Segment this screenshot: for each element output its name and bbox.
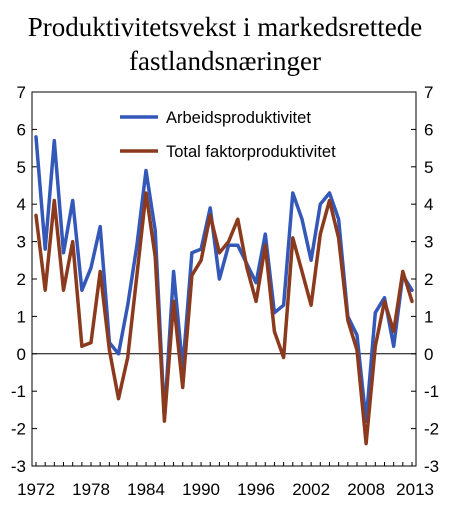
y-tick-label: -1 [424,382,439,401]
legend: Arbeidsproduktivitet Total faktorprodukti… [120,109,336,161]
y-tick-label: 6 [17,120,26,139]
y-tick-label: 7 [424,83,433,102]
y-axis-right: -3 -2 -1 0 1 2 3 4 5 6 7 [411,83,439,476]
y-tick-label: 4 [424,195,433,214]
x-tick-label: 2013 [396,480,434,499]
series-line-1 [34,135,414,423]
y-tick-label: 6 [424,120,433,139]
y-tick-label: 4 [17,195,26,214]
legend-label-1: Arbeidsproduktivitet [166,109,311,127]
legend-label-2: Total faktorproduktivitet [166,143,336,161]
y-tick-label: 2 [424,270,433,289]
x-tick-label: 2002 [292,480,330,499]
y-axis-left: -3 -2 -1 0 1 2 3 4 5 6 7 [11,83,416,476]
y-tick-label: -2 [424,420,439,439]
y-tick-label: 5 [424,158,433,177]
y-tick-label: -1 [11,382,26,401]
y-tick-label: 0 [17,345,26,364]
x-tick-label: 2008 [347,480,385,499]
y-tick-label: 3 [424,233,433,252]
y-tick-label: 5 [17,158,26,177]
y-tick-label: 1 [424,307,433,326]
y-tick-label: -3 [424,457,439,476]
series-line-2 [34,191,414,446]
chart-title: Produktivitetsvekst i markedsrettede fast… [27,12,423,76]
x-tick-label: 1990 [182,480,220,499]
y-tick-label: -3 [11,457,26,476]
y-tick-label: 2 [17,270,26,289]
series-layer [34,135,414,446]
x-tick-label: 1978 [72,480,110,499]
y-tick-label: -2 [11,420,26,439]
x-tick-label: 1972 [17,480,55,499]
y-tick-label: 7 [17,83,26,102]
x-axis: 1972 1978 1984 1990 1996 2002 2008 2013 [17,462,434,499]
y-tick-label: 3 [17,233,26,252]
x-tick-label: 1996 [237,480,275,499]
y-tick-label: 1 [17,307,26,326]
y-tick-label: 0 [424,345,433,364]
x-tick-label: 1984 [127,480,165,499]
